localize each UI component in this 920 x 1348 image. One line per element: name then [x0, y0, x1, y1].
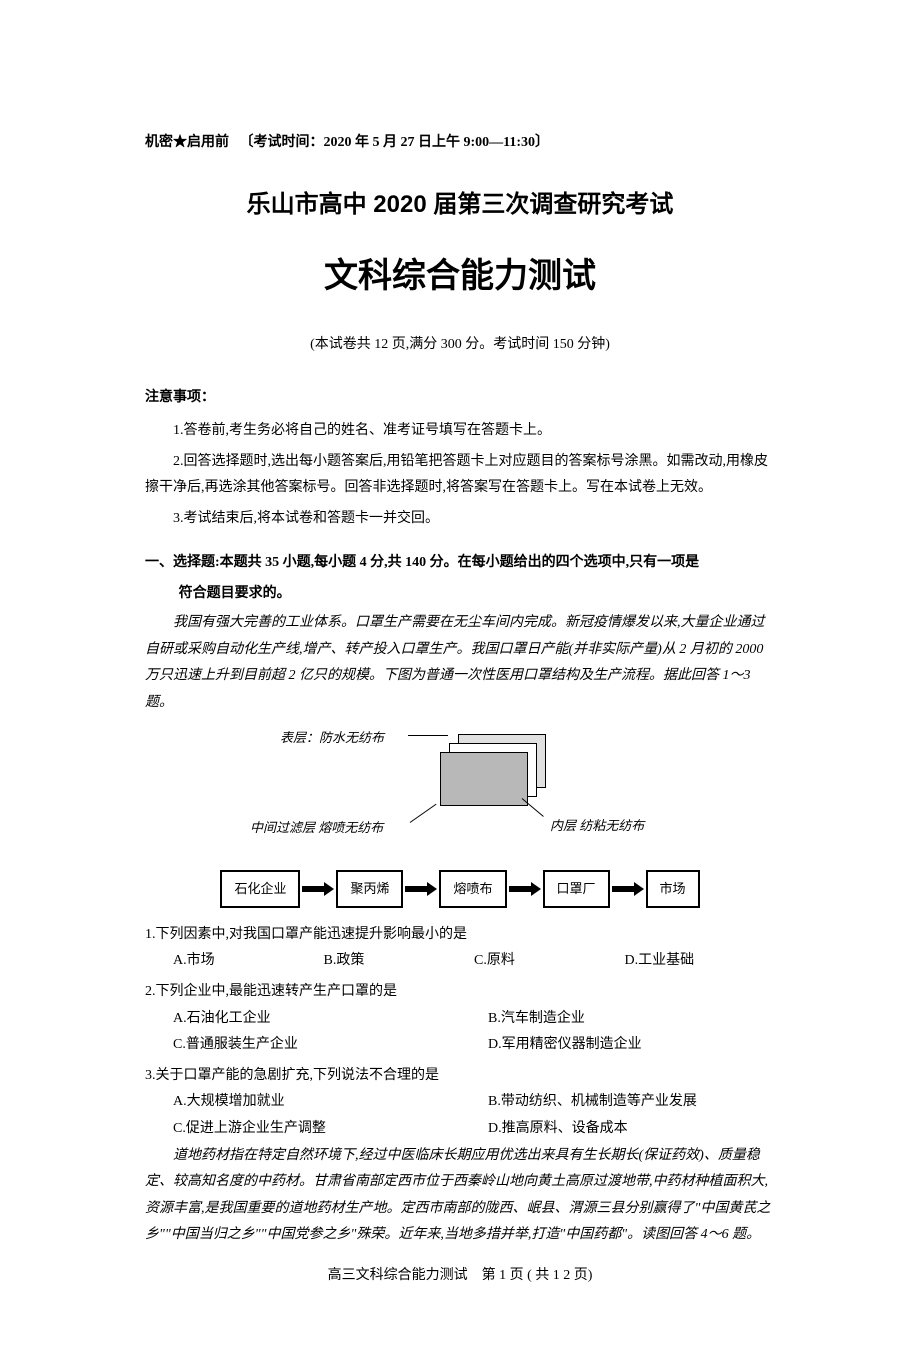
flow-arrow-icon: [509, 882, 541, 896]
header-info: 机密★启用前 〔考试时间：2020 年 5 月 27 日上午 9:00—11:3…: [145, 130, 775, 155]
exam-subtitle: (本试卷共 12 页,满分 300 分。考试时间 150 分钟): [145, 332, 775, 357]
question-3-options: A.大规模增加就业 C.促进上游企业生产调整 B.带动纺织、机械制造等产业发展 …: [145, 1089, 775, 1142]
flow-arrow-icon: [302, 882, 334, 896]
flowchart: 石化企业 聚丙烯 熔喷布 口罩厂 市场: [145, 870, 775, 907]
option: A.大规模增加就业: [173, 1089, 460, 1116]
flow-arrow-icon: [612, 882, 644, 896]
mask-diagram: 表层：防水无纺布 中间过滤层 熔喷无纺布 内层 纺粘无纺布: [220, 726, 700, 856]
diagram-line: [410, 804, 437, 823]
option: D.推高原料、设备成本: [488, 1116, 775, 1143]
notice-item: 3.考试结束后,将本试卷和答题卡一并交回。: [145, 506, 775, 533]
passage-2: 道地药材指在特定自然环境下,经过中医临床长期应用优选出来具有生长期长(保证药效)…: [145, 1143, 775, 1249]
exam-title-line1: 乐山市高中 2020 届第三次调查研究考试: [145, 183, 775, 226]
diagram-label-middle: 中间过滤层 熔喷无纺布: [250, 816, 383, 839]
diagram-label-right: 内层 纺粘无纺布: [550, 814, 644, 837]
flow-box: 口罩厂: [543, 870, 610, 907]
flow-box: 石化企业: [220, 870, 300, 907]
option: D.军用精密仪器制造企业: [488, 1032, 775, 1059]
notice-item: 2.回答选择题时,选出每小题答案后,用铅笔把答题卡上对应题目的答案标号涂黑。如需…: [145, 449, 775, 502]
option: B.政策: [324, 948, 475, 975]
diagram-label-top: 表层：防水无纺布: [280, 726, 384, 749]
option: D.工业基础: [625, 948, 776, 975]
question-1-options: A.市场 B.政策 C.原料 D.工业基础: [145, 948, 775, 975]
notice-heading: 注意事项：: [145, 385, 775, 410]
confidential-label: 机密★启用前: [145, 135, 229, 150]
flow-box: 熔喷布: [439, 870, 506, 907]
option: B.汽车制造企业: [488, 1006, 775, 1033]
option: B.带动纺织、机械制造等产业发展: [488, 1089, 775, 1116]
section-title-cont: 符合题目要求的。: [145, 581, 775, 606]
flow-box: 市场: [646, 870, 700, 907]
diagram-line: [522, 799, 544, 818]
option: A.市场: [173, 948, 324, 975]
diagram-line: [408, 735, 448, 736]
question-2: 2.下列企业中,最能迅速转产生产口罩的是: [145, 979, 775, 1006]
question-3: 3.关于口罩产能的急剧扩充,下列说法不合理的是: [145, 1063, 775, 1090]
page-footer: 高三文科综合能力测试 第 1 页 ( 共 1 2 页): [145, 1263, 775, 1288]
exam-title-line2: 文科综合能力测试: [145, 246, 775, 307]
option: C.促进上游企业生产调整: [173, 1116, 460, 1143]
flow-arrow-icon: [405, 882, 437, 896]
exam-time-label: 〔考试时间：2020 年 5 月 27 日上午 9:00—11:30〕: [240, 135, 550, 150]
option: A.石油化工企业: [173, 1006, 460, 1033]
question-1: 1.下列因素中,对我国口罩产能迅速提升影响最小的是: [145, 922, 775, 949]
flow-box: 聚丙烯: [336, 870, 403, 907]
option: C.原料: [474, 948, 625, 975]
passage-1: 我国有强大完善的工业体系。口罩生产需要在无尘车间内完成。新冠疫情爆发以来,大量企…: [145, 610, 775, 716]
option: C.普通服装生产企业: [173, 1032, 460, 1059]
mask-layer-rect: [440, 752, 528, 806]
notice-item: 1.答卷前,考生务必将自己的姓名、准考证号填写在答题卡上。: [145, 418, 775, 445]
section-title: 一、选择题:本题共 35 小题,每小题 4 分,共 140 分。在每小题给出的四…: [145, 550, 775, 577]
question-2-options: A.石油化工企业 C.普通服装生产企业 B.汽车制造企业 D.军用精密仪器制造企…: [145, 1006, 775, 1059]
